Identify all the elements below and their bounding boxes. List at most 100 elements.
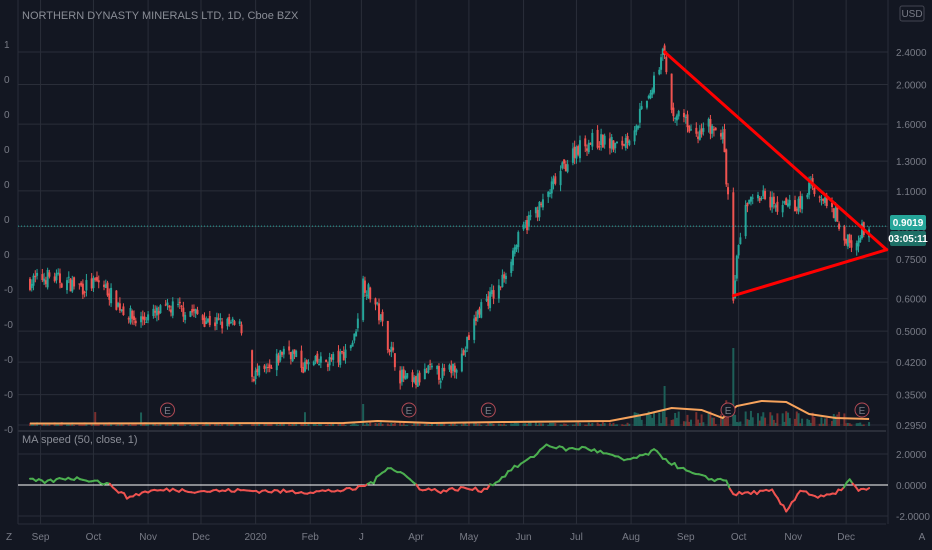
volume-bar	[122, 424, 125, 426]
time-tick-label: Jul	[570, 532, 583, 543]
volume-bar	[231, 423, 234, 426]
volume-bar	[281, 423, 284, 426]
candle-body	[749, 196, 752, 202]
candle-body	[603, 135, 606, 145]
candle-body	[783, 201, 786, 204]
candle-body	[577, 146, 580, 155]
volume-bar	[709, 411, 712, 426]
candle-body	[845, 238, 848, 244]
earnings-marker: E	[159, 402, 175, 418]
candle-body	[663, 45, 666, 56]
candle-body	[460, 353, 463, 372]
volume-bar	[97, 423, 100, 426]
candle-body	[832, 208, 835, 218]
volume-bar	[748, 419, 751, 426]
volume-bar	[46, 423, 49, 426]
volume-bar	[561, 424, 564, 426]
volume-bar	[78, 424, 81, 426]
volume-bar	[797, 413, 800, 426]
candle-body	[413, 377, 416, 383]
price-tick-label: 0.7500	[896, 255, 927, 266]
candle-body	[69, 278, 72, 292]
candle-body	[529, 215, 532, 217]
volume-bar	[341, 422, 343, 426]
volume-bar	[476, 423, 479, 426]
volume-bar	[133, 423, 135, 426]
auto-scale-button[interactable]: A	[919, 532, 926, 543]
left-scale-label: 0	[4, 180, 10, 191]
volume-bar	[251, 424, 254, 426]
volume-bar	[577, 422, 580, 426]
volume-bar	[660, 423, 663, 426]
candle-body	[67, 276, 70, 278]
bottom-left-button[interactable]: Z	[6, 532, 12, 543]
earnings-label: E	[406, 406, 413, 417]
candle-body	[254, 370, 257, 380]
volume-bar	[675, 417, 678, 426]
volume-bar	[69, 423, 72, 426]
volume-bar	[776, 413, 779, 426]
candle-body	[626, 136, 629, 143]
candle-body	[563, 159, 566, 164]
volume-bar	[467, 422, 470, 426]
candle-body	[203, 317, 206, 327]
candle-body	[103, 284, 106, 287]
candle-body	[332, 354, 335, 360]
candle-body	[66, 280, 69, 291]
volume-bar	[702, 422, 705, 426]
candle-body	[744, 204, 747, 237]
volume-bar	[808, 420, 811, 426]
volume-bar	[843, 413, 846, 426]
volume-bar	[492, 423, 495, 426]
volume-bar	[503, 423, 506, 426]
candle-body	[649, 92, 652, 99]
candle-body	[307, 362, 310, 365]
candle-body	[788, 200, 791, 206]
volume-bar	[586, 424, 589, 426]
indicator-tick-label: -2.0000	[896, 512, 930, 523]
earnings-circle	[401, 402, 417, 418]
candle-body	[207, 318, 210, 322]
ma-speed-segment	[776, 497, 782, 505]
volume-bar	[601, 422, 604, 426]
candle-body	[177, 303, 180, 305]
volume-bar	[762, 412, 765, 426]
volume-bar	[578, 422, 581, 426]
candle-body	[480, 302, 483, 318]
currency-label: USD	[901, 9, 922, 20]
volume-bar	[850, 424, 853, 426]
time-tick-label: Aug	[622, 532, 640, 543]
candle-body	[192, 309, 195, 312]
time-tick-label: Dec	[837, 532, 855, 543]
volume-bar	[783, 421, 786, 426]
candle-body	[263, 365, 266, 369]
candle-body	[30, 283, 33, 289]
currency-button[interactable]: USD	[899, 5, 925, 22]
candle-body	[489, 291, 492, 309]
candle-body	[439, 380, 442, 383]
volume-bar	[480, 424, 483, 426]
candle-body	[846, 234, 849, 247]
volume-bar	[402, 423, 405, 426]
volume-bar	[788, 418, 791, 426]
time-tick-label: J	[359, 532, 364, 543]
candle-body	[110, 287, 113, 304]
earnings-label: E	[725, 406, 732, 417]
volume-bar	[453, 423, 456, 426]
left-scale-label: 0	[4, 110, 10, 121]
candle-body	[127, 318, 130, 320]
price-tick-label: 1.3000	[896, 157, 927, 168]
volume-bar	[464, 422, 467, 426]
candle-body	[270, 367, 273, 369]
candle-body	[191, 309, 194, 313]
candle-body	[859, 237, 862, 243]
candle-body	[711, 125, 714, 134]
volume-bar	[134, 423, 137, 426]
volume-bar	[608, 422, 611, 426]
candle-body	[339, 351, 342, 365]
candle-body	[600, 134, 603, 146]
candle-body	[295, 350, 298, 357]
volume-bar	[332, 422, 335, 426]
candle-body	[436, 365, 439, 370]
